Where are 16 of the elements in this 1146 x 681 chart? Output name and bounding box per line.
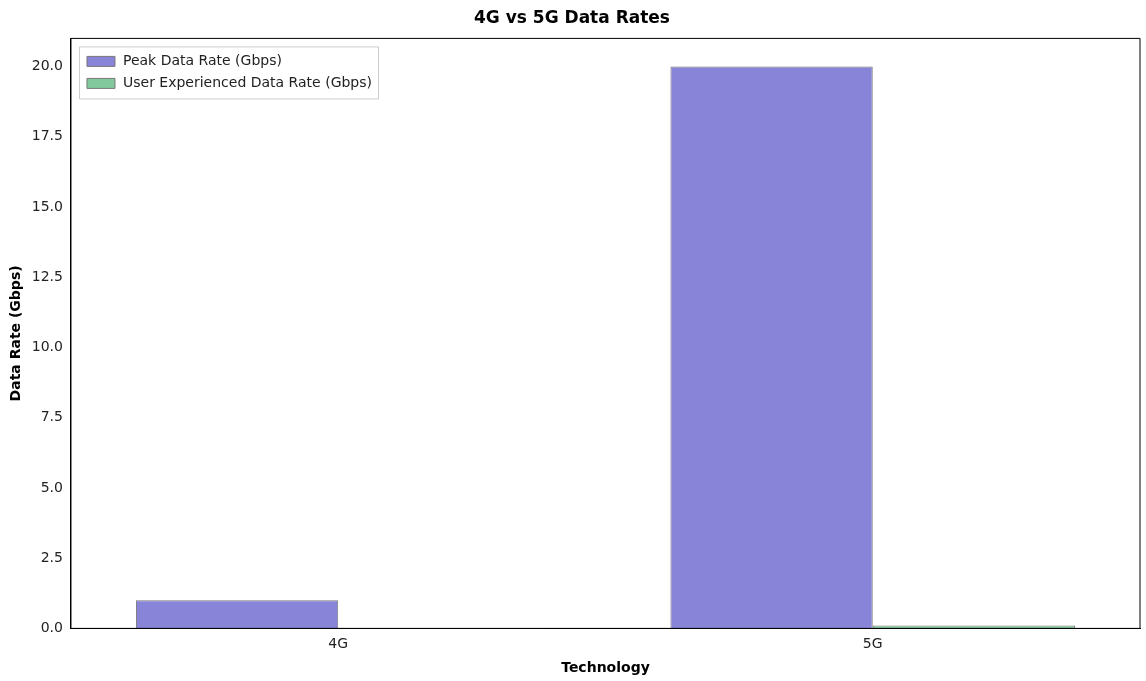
chart-title: 4G vs 5G Data Rates (474, 6, 670, 27)
y-tick-label: 5.0 (40, 478, 63, 495)
y-tick-label: 0.0 (40, 619, 63, 636)
y-tick-label: 20.0 (31, 57, 63, 74)
y-tick-label: 12.5 (31, 267, 63, 284)
y-axis-title: Data Rate (Gbps) (7, 265, 24, 402)
legend-label: User Experienced Data Rate (Gbps) (122, 74, 373, 91)
x-tick-label: 5G (862, 635, 883, 652)
y-tick-label: 17.5 (31, 127, 63, 144)
y-tick-label: 15.0 (31, 197, 63, 214)
x-tick-label: 4G (328, 635, 349, 652)
legend-label: Peak Data Rate (Gbps) (122, 52, 282, 69)
x-axis-title: Technology (561, 659, 650, 676)
y-tick-label: 7.5 (40, 408, 63, 425)
y-tick-label: 10.0 (31, 338, 63, 355)
y-tick-label: 2.5 (40, 548, 63, 565)
